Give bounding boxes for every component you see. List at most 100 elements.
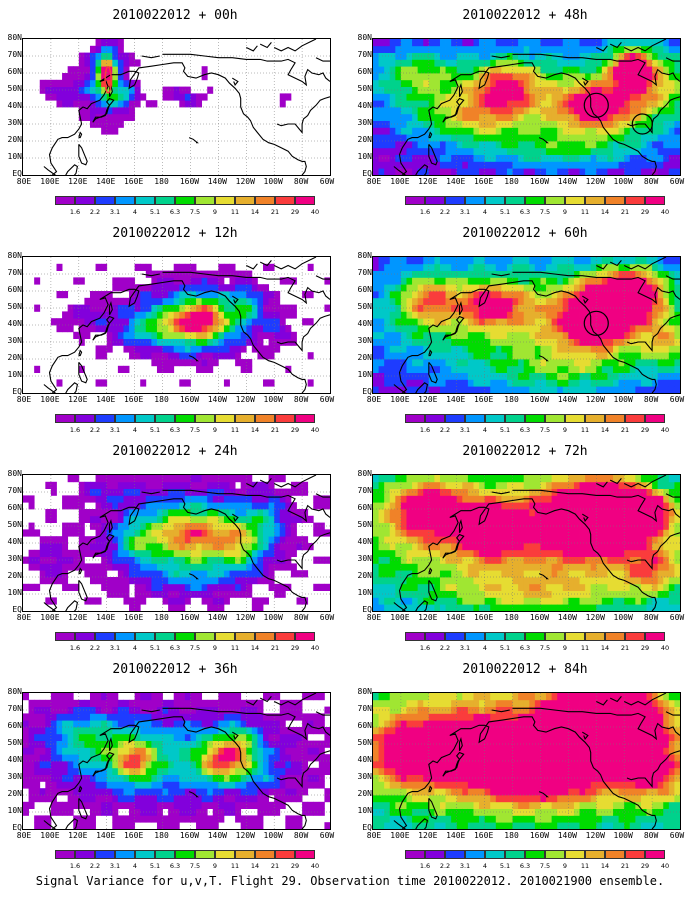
variance-cell (490, 365, 497, 373)
variance-cell (635, 325, 642, 333)
variance-cell (384, 263, 391, 271)
variance-cell (73, 522, 80, 530)
variance-cell (585, 379, 592, 387)
variance-cell (156, 767, 163, 775)
variance-cell (223, 570, 230, 578)
variance-cell (89, 297, 96, 305)
variance-cell (439, 352, 446, 360)
variance-cell (484, 45, 491, 53)
variance-cell (518, 134, 525, 142)
variance-cell (501, 318, 508, 326)
variance-cell (389, 318, 396, 326)
variance-cell (384, 379, 391, 387)
variance-cell (95, 563, 102, 571)
variance-cell (629, 372, 636, 380)
variance-cell (439, 107, 446, 115)
variance-cell (551, 297, 558, 305)
variance-cell (106, 727, 113, 735)
variance-cell (635, 39, 642, 47)
variance-cell (240, 291, 247, 299)
variance-cell (674, 79, 680, 87)
variance-cell (395, 325, 402, 333)
variance-cell (467, 100, 474, 108)
variance-cell (246, 529, 253, 537)
variance-cell (568, 352, 575, 360)
variance-cell (473, 379, 480, 387)
variance-cell (84, 781, 91, 789)
variance-cell (112, 509, 119, 517)
variance-cell (134, 543, 141, 551)
variance-cell (551, 120, 558, 128)
variance-cell (251, 318, 258, 326)
variance-cell (451, 284, 458, 292)
variance-cell (207, 277, 214, 285)
variance-cell (229, 713, 236, 721)
variance-cell (251, 502, 258, 510)
variance-cell (534, 79, 541, 87)
variance-cell (218, 583, 225, 591)
colorbar-label: 14 (250, 862, 260, 870)
variance-cell (585, 52, 592, 60)
variance-cell (151, 495, 158, 503)
variance-cell (240, 311, 247, 319)
variance-cell (596, 345, 603, 353)
variance-cell (207, 570, 214, 578)
variance-cell (117, 570, 124, 578)
variance-cell (546, 147, 553, 155)
variance-cell (290, 781, 297, 789)
variance-cell (78, 495, 85, 503)
variance-cell (23, 781, 29, 789)
variance-cell (573, 263, 580, 271)
x-tick-label: 100W (263, 613, 283, 622)
variance-cell (624, 107, 631, 115)
variance-cell (613, 311, 619, 319)
variance-cell (168, 284, 175, 292)
variance-cell (101, 66, 108, 74)
colorbar-label: 4 (132, 644, 138, 652)
variance-cell (89, 822, 96, 829)
variance-cell (196, 747, 203, 755)
variance-cell (523, 257, 530, 265)
variance-cell (462, 325, 469, 333)
variance-cell (663, 168, 670, 175)
variance-cell (540, 297, 547, 305)
variance-cell (23, 761, 29, 769)
colorbar-label: 21 (620, 208, 630, 216)
variance-cell (373, 345, 379, 353)
variance-cell (279, 781, 286, 789)
variance-cell (168, 727, 175, 735)
variance-cell (451, 379, 458, 387)
variance-cell (201, 597, 208, 605)
colorbar-swatch (55, 414, 75, 423)
variance-cell (151, 311, 158, 319)
variance-cell (151, 727, 158, 735)
colorbar-swatch (275, 414, 295, 423)
variance-cell (400, 93, 407, 101)
variance-cell (523, 127, 530, 135)
variance-cell (89, 754, 96, 762)
variance-cell (596, 291, 603, 299)
variance-cell (162, 590, 169, 598)
variance-cell (324, 706, 330, 714)
variance-cell (607, 331, 614, 339)
variance-cell (395, 39, 402, 47)
variance-cell (218, 536, 225, 544)
x-tick-label: 80E (16, 831, 32, 840)
variance-cell (445, 379, 452, 387)
variance-cell (23, 720, 29, 728)
variance-cell (557, 73, 564, 81)
variance-cell (112, 522, 119, 530)
variance-cell (112, 304, 119, 312)
variance-cell (540, 113, 547, 121)
variance-cell (473, 52, 480, 60)
variance-cell (467, 141, 474, 149)
variance-cell (212, 481, 219, 489)
y-tick-label: 10N (7, 153, 22, 161)
variance-cell (123, 311, 130, 319)
coastline (188, 355, 199, 362)
variance-cell (45, 570, 52, 578)
variance-cell (106, 475, 113, 483)
variance-cell (495, 113, 502, 121)
variance-cell (378, 297, 385, 305)
variance-cell (313, 774, 320, 782)
